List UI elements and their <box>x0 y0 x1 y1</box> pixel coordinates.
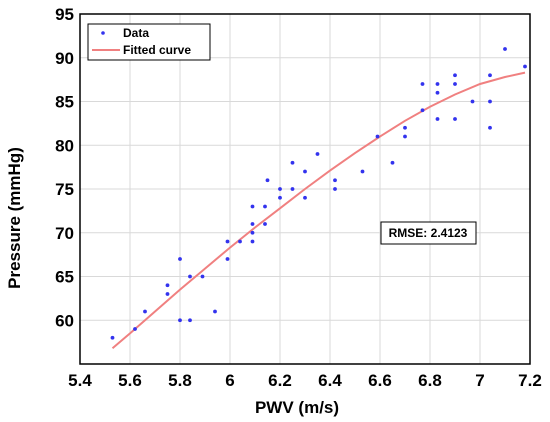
data-point <box>303 169 307 174</box>
data-point <box>333 187 337 191</box>
data-point <box>200 274 205 279</box>
y-tick-label: 90 <box>55 49 74 68</box>
legend: Data Fitted curve <box>87 23 211 61</box>
data-point <box>250 204 255 209</box>
data-point <box>420 108 425 113</box>
data-point <box>315 152 320 156</box>
x-tick-label: 6.4 <box>318 371 342 390</box>
y-tick-label: 95 <box>55 5 74 24</box>
x-axis-label: PWV (m/s) <box>255 398 339 417</box>
data-point <box>420 82 425 86</box>
data-point <box>250 230 255 235</box>
x-tick-label: 6.2 <box>268 371 292 390</box>
legend-data-marker <box>101 31 105 35</box>
data-point <box>225 239 230 244</box>
data-point <box>238 239 242 244</box>
data-point <box>213 309 217 314</box>
data-point <box>143 309 147 314</box>
rmse-annotation: RMSE: 2.4123 <box>380 221 477 245</box>
data-point <box>488 99 492 104</box>
data-point <box>290 160 295 165</box>
y-tick-label: 75 <box>55 180 74 199</box>
x-tick-label: 6.6 <box>368 371 392 390</box>
y-tick-label: 85 <box>55 93 74 112</box>
data-point <box>453 82 457 86</box>
x-tick-label: 7.2 <box>518 371 542 390</box>
data-point <box>188 274 192 279</box>
y-tick-labels: 60 65 70 75 80 85 90 95 <box>55 5 74 330</box>
data-point <box>250 239 255 244</box>
fitted-curve-line <box>111 71 526 350</box>
data-point <box>263 204 267 209</box>
data-point <box>133 327 137 331</box>
data-point <box>333 178 337 183</box>
legend-fit-label: Fitted curve <box>123 43 191 57</box>
legend-data-label: Data <box>123 26 149 40</box>
data-point <box>435 90 440 95</box>
data-point <box>503 47 507 51</box>
y-tick-label: 70 <box>55 224 74 243</box>
data-point <box>403 134 407 139</box>
data-point <box>390 160 395 165</box>
y-tick-label: 65 <box>55 268 74 287</box>
legend-box <box>87 23 211 61</box>
x-tick-labels: 5.4 5.6 5.8 6 6.2 6.4 6.6 6.8 7 7.2 <box>68 371 542 390</box>
data-point <box>110 335 115 340</box>
data-point <box>435 82 440 86</box>
data-point <box>178 318 182 323</box>
data-point <box>188 318 192 323</box>
data-point <box>488 73 492 78</box>
data-point <box>360 169 365 174</box>
y-axis-label: Pressure (mmHg) <box>5 147 24 289</box>
data-point <box>278 195 282 200</box>
data-point <box>263 222 267 226</box>
y-tick-label: 60 <box>55 311 74 330</box>
x-tick-label: 6.8 <box>418 371 442 390</box>
data-point <box>453 117 457 121</box>
x-tick-label: 6 <box>225 371 234 390</box>
data-point <box>225 257 230 261</box>
data-point <box>278 187 282 191</box>
data-point <box>403 125 407 130</box>
x-tick-label: 5.8 <box>168 371 192 390</box>
rmse-text: RMSE: 2.4123 <box>389 226 468 240</box>
data-point <box>303 195 307 200</box>
data-point <box>470 99 475 104</box>
y-tick-label: 80 <box>55 136 74 155</box>
data-point <box>435 117 440 121</box>
x-tick-label: 7 <box>475 371 484 390</box>
data-points <box>110 47 527 340</box>
x-tick-label: 5.4 <box>68 371 92 390</box>
data-point <box>165 283 170 288</box>
data-point <box>165 292 170 296</box>
data-point <box>488 125 492 130</box>
x-tick-label: 5.6 <box>118 371 142 390</box>
data-point <box>178 257 182 261</box>
rmse-box <box>380 221 477 245</box>
plot-frame <box>79 13 531 365</box>
data-point <box>375 134 380 139</box>
data-point <box>250 222 255 226</box>
data-point <box>290 187 295 191</box>
data-point <box>265 178 270 183</box>
data-point <box>523 64 527 69</box>
data-point <box>453 73 457 78</box>
